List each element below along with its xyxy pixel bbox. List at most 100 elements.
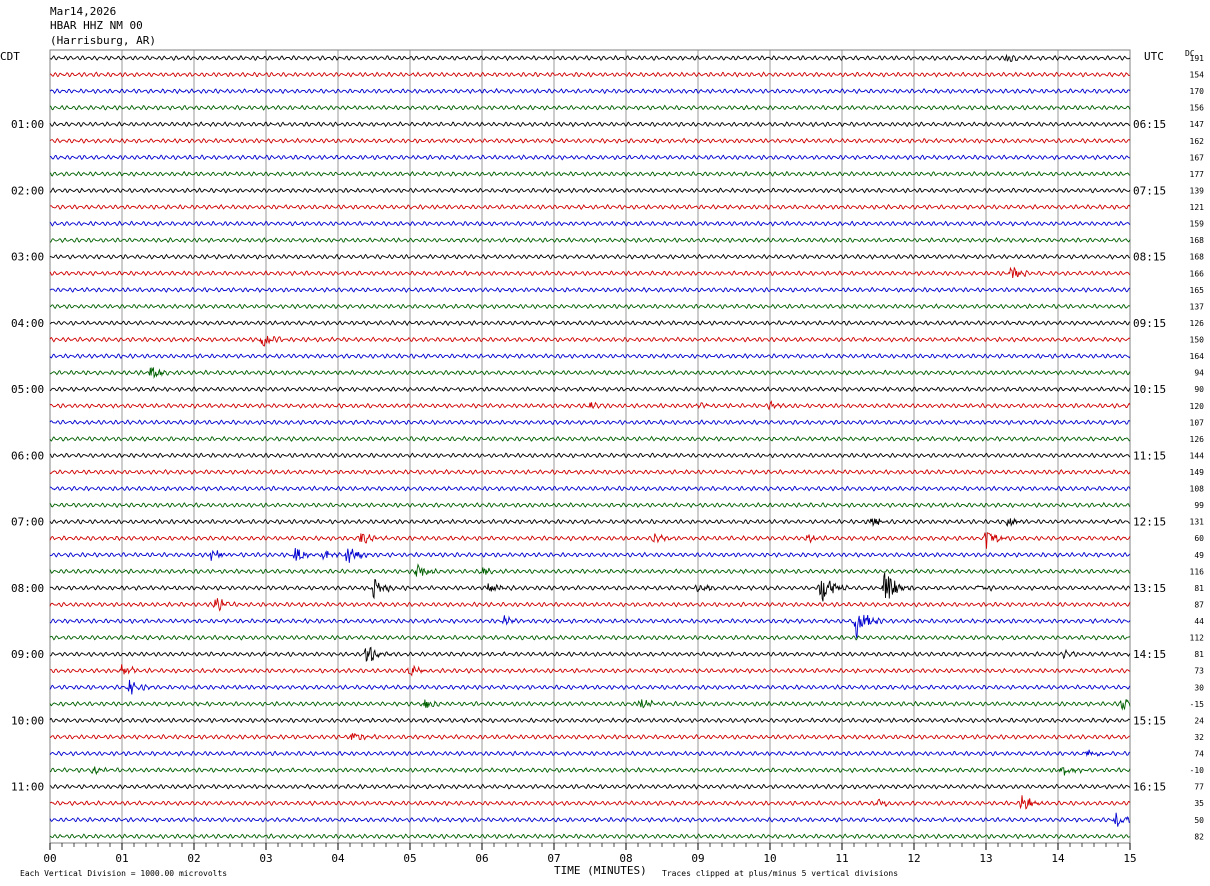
seismic-trace-row bbox=[49, 749, 1131, 757]
seismic-trace-row bbox=[49, 634, 1131, 641]
cdt-hour-label: 08:00 bbox=[11, 582, 44, 595]
dc-offset-label: 159 bbox=[1190, 220, 1205, 229]
dc-offset-label: 137 bbox=[1190, 302, 1205, 311]
dc-offset-label: 24 bbox=[1194, 716, 1204, 725]
x-tick-label: 04 bbox=[331, 852, 345, 865]
seismic-trace-row bbox=[49, 812, 1131, 827]
dc-offset-label: -15 bbox=[1190, 700, 1205, 709]
seismic-trace-row bbox=[49, 598, 1131, 612]
cdt-hour-label: 05:00 bbox=[11, 383, 44, 396]
dc-offset-label: 81 bbox=[1194, 650, 1204, 659]
dc-offset-label: 32 bbox=[1194, 733, 1204, 742]
dc-offset-label: 81 bbox=[1194, 584, 1204, 593]
dc-offset-label: 49 bbox=[1194, 551, 1204, 560]
dc-offset-label: 131 bbox=[1190, 518, 1205, 527]
dc-offset-label: 90 bbox=[1194, 385, 1204, 394]
x-tick-label: 02 bbox=[187, 852, 200, 865]
seismic-trace-row bbox=[49, 386, 1131, 393]
seismic-trace-row bbox=[49, 352, 1131, 360]
seismic-trace-row bbox=[49, 468, 1131, 476]
x-tick-label: 09 bbox=[691, 852, 704, 865]
dc-offset-label: 149 bbox=[1190, 468, 1205, 477]
dc-offset-label: 126 bbox=[1190, 435, 1205, 444]
seismic-trace-row bbox=[49, 517, 1131, 528]
dc-offset-label: 30 bbox=[1194, 683, 1204, 692]
dc-offset-label: -10 bbox=[1190, 766, 1205, 775]
seismic-trace-row bbox=[49, 766, 1131, 776]
seismic-trace-row bbox=[49, 220, 1131, 227]
dc-offset-label: 170 bbox=[1190, 87, 1205, 96]
x-tick-label: 06 bbox=[475, 852, 488, 865]
dc-offset-label: 77 bbox=[1194, 783, 1204, 792]
dc-offset-label: 168 bbox=[1190, 253, 1205, 262]
seismic-trace-row bbox=[49, 266, 1131, 279]
seismic-trace-row bbox=[49, 319, 1131, 327]
x-tick-label: 14 bbox=[1051, 852, 1065, 865]
utc-hour-label: 06:15 bbox=[1133, 118, 1166, 131]
x-axis-label: TIME (MINUTES) bbox=[554, 864, 647, 877]
x-tick-label: 03 bbox=[259, 852, 272, 865]
dc-offset-label: 121 bbox=[1190, 203, 1205, 212]
seismic-trace-row bbox=[49, 547, 1131, 563]
cdt-hour-label: 03:00 bbox=[11, 251, 44, 264]
dc-offset-label: 147 bbox=[1190, 120, 1205, 129]
dc-offset-label: 162 bbox=[1190, 137, 1205, 146]
seismic-trace-row bbox=[49, 717, 1131, 724]
seismic-trace-row bbox=[49, 572, 1131, 602]
cdt-hour-label: 04:00 bbox=[11, 317, 44, 330]
x-tick-label: 13 bbox=[979, 852, 992, 865]
dc-offset-label: 166 bbox=[1190, 269, 1205, 278]
x-tick-label: 10 bbox=[763, 852, 776, 865]
dc-offset-label: 191 bbox=[1190, 54, 1205, 63]
seismic-trace-row bbox=[49, 104, 1131, 111]
x-tick-label: 12 bbox=[907, 852, 920, 865]
header-station: HBAR HHZ NM 00 bbox=[50, 19, 143, 32]
seismic-trace-row bbox=[49, 137, 1131, 144]
grid-layer bbox=[49, 49, 1131, 850]
utc-hour-label: 08:15 bbox=[1133, 251, 1166, 264]
cdt-hour-label: 09:00 bbox=[11, 648, 44, 661]
dc-offset-label: 99 bbox=[1194, 501, 1204, 510]
dc-offset-label: 60 bbox=[1194, 534, 1204, 543]
x-tick-label: 01 bbox=[115, 852, 128, 865]
seismic-trace-row bbox=[49, 154, 1131, 161]
utc-hour-label: 10:15 bbox=[1133, 383, 1166, 396]
dc-offset-label: 154 bbox=[1190, 71, 1205, 80]
utc-hour-label: 15:15 bbox=[1133, 714, 1166, 727]
utc-hour-label: 13:15 bbox=[1133, 582, 1166, 595]
header-location: (Harrisburg, AR) bbox=[50, 34, 156, 47]
dc-offset-label: 35 bbox=[1194, 799, 1204, 808]
left-timezone-label: CDT bbox=[0, 50, 20, 63]
dc-offset-label: 156 bbox=[1190, 104, 1205, 113]
cdt-hour-label: 11:00 bbox=[11, 781, 44, 794]
seismic-trace-row bbox=[49, 187, 1131, 194]
dc-offset-label: 87 bbox=[1194, 600, 1204, 609]
utc-hour-label: 12:15 bbox=[1133, 516, 1166, 529]
dc-offset-label: 126 bbox=[1190, 319, 1205, 328]
seismic-trace-row bbox=[49, 53, 1131, 63]
seismic-trace-row bbox=[49, 501, 1131, 509]
seismic-trace-row bbox=[49, 532, 1131, 549]
cdt-hour-label: 07:00 bbox=[11, 516, 44, 529]
dc-offset-label: 139 bbox=[1190, 186, 1205, 195]
utc-hour-label: 16:15 bbox=[1133, 781, 1166, 794]
dc-offset-label: 150 bbox=[1190, 336, 1205, 345]
dc-offset-label: 74 bbox=[1194, 750, 1204, 759]
seismic-trace-row bbox=[49, 485, 1131, 492]
utc-hour-label: 11:15 bbox=[1133, 449, 1166, 462]
x-tick-label: 15 bbox=[1123, 852, 1136, 865]
dc-offset-label: 82 bbox=[1194, 832, 1204, 841]
footer-scale-note: Each Vertical Division = 1000.00 microvo… bbox=[20, 869, 227, 878]
seismic-trace-row bbox=[49, 419, 1131, 426]
dc-offset-label: 164 bbox=[1190, 352, 1205, 361]
x-tick-label: 05 bbox=[403, 852, 416, 865]
dc-offset-label: 177 bbox=[1190, 170, 1205, 179]
dc-offset-label: 94 bbox=[1194, 369, 1204, 378]
seismic-trace-row bbox=[49, 121, 1131, 128]
header-date: Mar14,2026 bbox=[50, 5, 116, 18]
cdt-hour-label: 06:00 bbox=[11, 449, 44, 462]
seismic-trace-row bbox=[49, 71, 1131, 78]
cdt-hour-label: 10:00 bbox=[11, 714, 44, 727]
utc-hour-label: 09:15 bbox=[1133, 317, 1166, 330]
